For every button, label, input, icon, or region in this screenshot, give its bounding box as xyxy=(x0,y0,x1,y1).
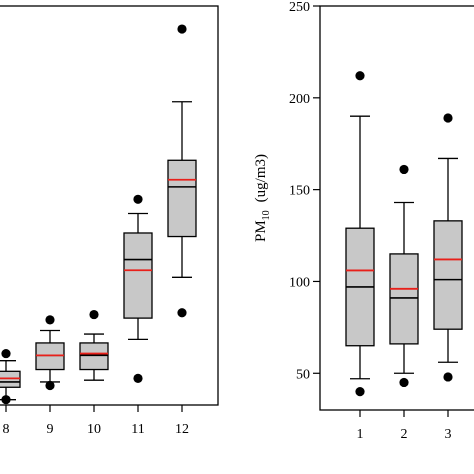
box-9 xyxy=(35,315,65,391)
x-tick-label: 8 xyxy=(3,422,10,437)
outlier-point xyxy=(399,377,409,388)
outlier-point xyxy=(399,164,409,175)
outlier-point xyxy=(45,380,55,391)
plot-frame xyxy=(0,5,219,406)
y-tick-label: 50 xyxy=(296,367,310,382)
x-tick-label: 10 xyxy=(87,422,101,437)
box-12 xyxy=(167,24,197,318)
iqr-box xyxy=(79,342,109,371)
outlier-point xyxy=(1,348,11,359)
box-1 xyxy=(345,71,375,397)
outlier-point xyxy=(355,71,365,81)
x-tick-label: 3 xyxy=(445,427,452,442)
y-tick-label: 200 xyxy=(289,92,310,107)
outlier-point xyxy=(177,308,187,318)
box-3 xyxy=(433,113,463,382)
x-tick-label: 11 xyxy=(131,422,144,437)
box-10 xyxy=(79,309,109,381)
y-axis-title: PM10 (ug/m3) xyxy=(253,154,272,242)
outlier-point xyxy=(177,24,187,34)
box-2 xyxy=(389,164,419,388)
y-axis-title-subscript: 10 xyxy=(261,210,272,220)
y-axis-title-unit: (ug/m3) xyxy=(253,154,269,202)
iqr-box xyxy=(433,220,463,330)
y-axis-title-main: PM xyxy=(253,220,269,242)
outlier-point xyxy=(45,315,55,325)
iqr-box xyxy=(389,253,419,345)
outlier-point xyxy=(443,372,453,382)
plot-frame xyxy=(319,5,474,411)
y-tick-label: 100 xyxy=(289,275,310,290)
right-box-plot: 50 100 150 200 250 PM10 (ug/m3) 1 2 3 xyxy=(253,0,474,442)
left-box-plot: 8 9 10 11 12 xyxy=(0,5,219,437)
iqr-box xyxy=(167,159,197,238)
x-tick-label: 12 xyxy=(175,422,189,437)
outlier-point xyxy=(133,194,143,204)
outlier-point xyxy=(355,387,365,397)
box-8 xyxy=(0,348,21,405)
outlier-point xyxy=(1,395,11,405)
x-tick-label: 2 xyxy=(401,427,408,442)
y-tick-label: 250 xyxy=(289,0,310,15)
x-tick-label: 1 xyxy=(357,427,364,442)
iqr-box xyxy=(123,232,153,319)
x-tick-label: 9 xyxy=(47,422,54,437)
box-11 xyxy=(123,194,153,383)
y-tick-label: 150 xyxy=(289,184,310,199)
outlier-point xyxy=(89,309,99,320)
outlier-point xyxy=(443,113,453,123)
outlier-point xyxy=(133,373,143,383)
